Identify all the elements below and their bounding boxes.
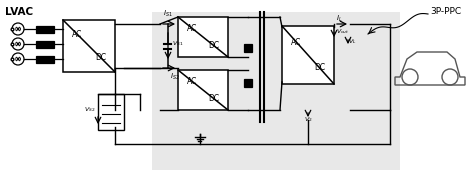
Text: $I_L$: $I_L$ — [336, 14, 343, 24]
Text: DC: DC — [95, 53, 106, 62]
Bar — [152, 12, 400, 170]
Bar — [63, 20, 115, 72]
Bar — [36, 56, 54, 62]
Text: $V_{S2}$: $V_{S2}$ — [83, 106, 95, 114]
Text: DC: DC — [209, 41, 219, 50]
Text: $V_L$: $V_L$ — [348, 37, 356, 46]
Text: $I_{S1}$: $I_{S1}$ — [163, 9, 173, 19]
Text: DC: DC — [314, 63, 325, 72]
Text: $V_2$: $V_2$ — [304, 115, 312, 124]
Bar — [178, 70, 228, 110]
Text: AC: AC — [292, 38, 302, 47]
Bar — [36, 41, 54, 48]
Text: $V_{S1}$: $V_{S1}$ — [172, 39, 183, 48]
Bar — [244, 79, 252, 87]
Text: 3P-PPC: 3P-PPC — [430, 7, 461, 16]
Bar — [282, 26, 334, 84]
Text: AC: AC — [187, 24, 197, 33]
Text: DC: DC — [209, 94, 219, 103]
Text: AC: AC — [187, 77, 197, 86]
Bar — [178, 17, 228, 57]
Text: $I_{S2}$: $I_{S2}$ — [170, 72, 180, 82]
Bar — [36, 25, 54, 33]
Bar — [98, 94, 124, 130]
Text: LVAC: LVAC — [5, 7, 33, 17]
Text: AC: AC — [73, 30, 83, 39]
Bar — [244, 44, 252, 52]
Text: $V_{out}$: $V_{out}$ — [336, 27, 349, 36]
